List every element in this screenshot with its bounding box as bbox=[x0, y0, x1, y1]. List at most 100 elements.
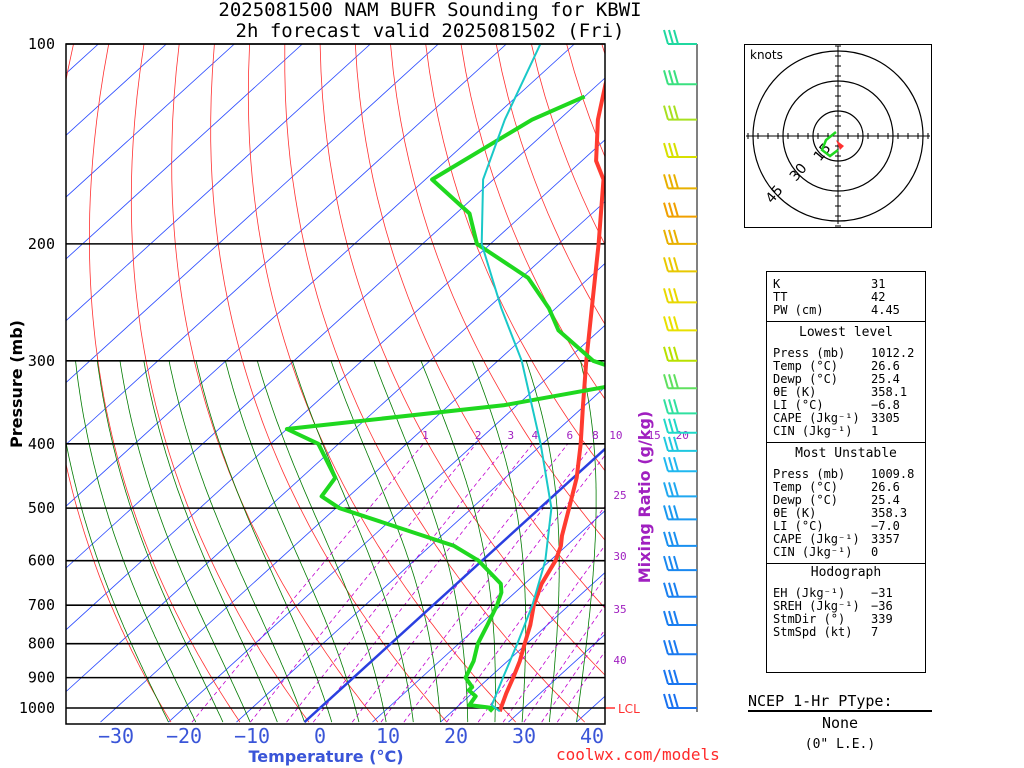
table-divider bbox=[767, 563, 925, 564]
wind-barb-flag bbox=[663, 436, 669, 452]
isotherm-line bbox=[236, 386, 605, 723]
wind-barb-flag bbox=[673, 29, 679, 45]
wind-barb bbox=[663, 456, 697, 473]
dry-adiabat-line bbox=[171, 44, 379, 723]
index-row-value: 31 bbox=[871, 277, 886, 291]
ptype-liquid-equivalent: (0" L.E.) bbox=[804, 737, 876, 752]
wind-barb bbox=[663, 229, 697, 245]
lowest-level-row-value: 1 bbox=[871, 424, 879, 438]
wind-barb-flag bbox=[668, 229, 674, 245]
lowest-level-row-label: CAPE (Jkg⁻¹) bbox=[773, 411, 860, 425]
index-row-label: PW (cm) bbox=[773, 303, 824, 317]
mixing-ratio-line bbox=[477, 544, 605, 723]
wind-barb-flag bbox=[673, 669, 679, 685]
y-tick-label: 600 bbox=[28, 552, 55, 570]
wind-barb-flag bbox=[668, 531, 674, 547]
wind-barb-flag bbox=[668, 374, 674, 389]
table-divider bbox=[767, 442, 925, 443]
y-tick-label: 800 bbox=[28, 635, 55, 653]
moist-adiabat-line bbox=[420, 360, 496, 723]
wind-barb-flag bbox=[663, 505, 669, 520]
mixing-ratio-tick: 30 bbox=[613, 550, 626, 563]
wind-barb-flag bbox=[668, 482, 674, 497]
wind-barb bbox=[663, 531, 697, 547]
x-axis-label: Temperature (°C) bbox=[248, 747, 403, 766]
isotherm-line bbox=[66, 201, 605, 693]
wind-barb-flag bbox=[673, 531, 679, 547]
footer-url[interactable]: coolwx.com/models bbox=[556, 745, 720, 764]
wind-barb bbox=[663, 639, 697, 656]
hodograph-row-value: −36 bbox=[871, 599, 893, 613]
x-tick-label: 10 bbox=[376, 724, 400, 748]
wind-barb bbox=[663, 418, 697, 434]
moist-adiabat-line bbox=[330, 360, 441, 723]
most-unstable-row-value: −7.0 bbox=[871, 519, 900, 533]
wind-barb bbox=[663, 693, 697, 709]
wind-barb-flag bbox=[668, 399, 674, 414]
most-unstable-row-value: 26.6 bbox=[871, 480, 900, 494]
moist-adiabat-line bbox=[256, 360, 387, 723]
mixing-ratio-tick: 35 bbox=[613, 603, 626, 616]
wind-barb-flag bbox=[673, 693, 679, 709]
isotherm-line bbox=[66, 44, 507, 445]
wind-barb-flag bbox=[673, 70, 679, 85]
wind-barb-flag bbox=[663, 639, 669, 655]
wind-barb-flag bbox=[673, 374, 679, 389]
wind-barb-flag bbox=[668, 174, 674, 189]
ptype-title: NCEP 1-Hr PType: bbox=[748, 692, 893, 710]
ptype-divider bbox=[748, 710, 932, 712]
plot-frame bbox=[65, 43, 606, 725]
wind-barb-flag bbox=[673, 582, 679, 598]
mixing-ratio-tick: 3 bbox=[508, 429, 515, 442]
x-tick-label: −10 bbox=[234, 724, 270, 748]
most-unstable-row-label: θE (K) bbox=[773, 506, 817, 520]
wind-barb-flag bbox=[673, 316, 679, 331]
series-temperature bbox=[497, 79, 605, 713]
wind-barb-flag bbox=[663, 105, 669, 120]
y-tick-label: 900 bbox=[28, 669, 55, 687]
wind-barb bbox=[663, 142, 697, 159]
most-unstable-row-value: 1009.8 bbox=[871, 467, 915, 481]
mixing-ratio-tick: 10 bbox=[609, 429, 622, 442]
x-tick-label: 0 bbox=[314, 724, 326, 748]
y-tick-label: 400 bbox=[28, 435, 55, 453]
moist-adiabat-line bbox=[373, 360, 469, 723]
most-unstable-row-label: CAPE (Jkg⁻¹) bbox=[773, 532, 860, 546]
moist-adiabat-line bbox=[291, 360, 414, 723]
wind-barb-flag bbox=[668, 555, 674, 571]
wind-barb bbox=[663, 482, 697, 498]
moist-adiabat-line bbox=[119, 360, 251, 723]
mixing-ratio-line bbox=[286, 443, 510, 723]
wind-barb-flag bbox=[663, 229, 669, 245]
wind-barb-flag bbox=[668, 105, 674, 120]
wind-barb bbox=[663, 70, 697, 86]
mixing-ratio-tick: 40 bbox=[613, 654, 626, 667]
dry-adiabat-line bbox=[354, 44, 605, 609]
moist-adiabat-line bbox=[576, 360, 597, 723]
wind-barb bbox=[663, 288, 697, 304]
wind-barb-flag bbox=[663, 555, 669, 571]
mixing-ratio-line bbox=[351, 443, 569, 723]
x-tick-label: 30 bbox=[512, 724, 536, 748]
dry-adiabat-line bbox=[390, 44, 605, 541]
lowest-level-row-label: CIN (Jkg⁻¹) bbox=[773, 424, 853, 438]
wind-barb-flag bbox=[668, 288, 674, 303]
wind-barb-flag bbox=[673, 229, 679, 245]
hodograph-row-label: EH (Jkg⁻¹) bbox=[773, 586, 846, 600]
wind-barb bbox=[663, 374, 697, 390]
zero-isotherm-line bbox=[303, 447, 605, 723]
wind-barb-flag bbox=[673, 482, 679, 497]
moist-adiabat-line bbox=[525, 360, 560, 723]
lowest-level-header: Lowest level bbox=[799, 325, 893, 340]
wind-barb-flag bbox=[663, 582, 669, 598]
wind-barb bbox=[663, 257, 697, 273]
most-unstable-row-label: LI (°C) bbox=[773, 519, 824, 533]
wind-barb-flag bbox=[673, 202, 679, 217]
hodograph-panel bbox=[744, 44, 932, 228]
most-unstable-row-label: Dewp (°C) bbox=[773, 493, 839, 507]
wind-barb-flag bbox=[663, 669, 669, 685]
moist-adiabat-line bbox=[225, 360, 360, 723]
isotherm-line bbox=[66, 77, 605, 569]
wind-barb-flag bbox=[663, 610, 669, 626]
wind-barb bbox=[663, 174, 697, 190]
